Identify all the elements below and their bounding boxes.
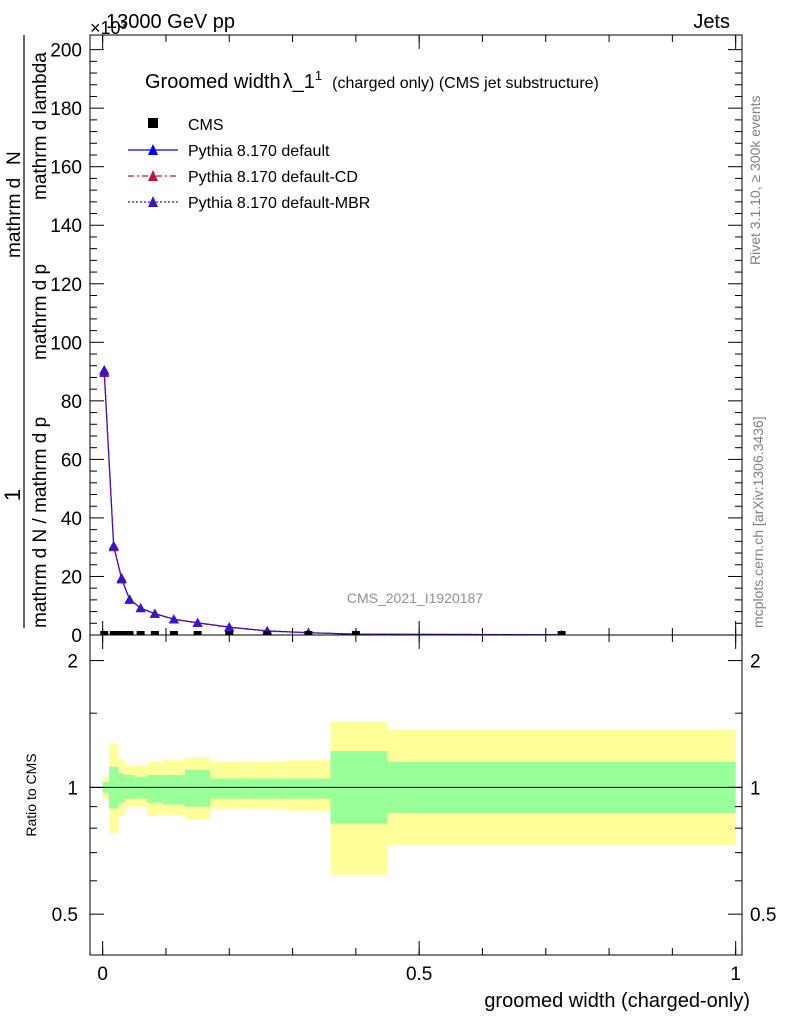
- ratio-stat-uncertainty-band: [124, 774, 135, 799]
- legend-marker-cms: [148, 118, 158, 128]
- ratio-stat-uncertainty-band: [184, 769, 211, 807]
- analysis-watermark: CMS_2021_I1920187: [347, 590, 483, 606]
- ratio-ytick-label-right: 1: [750, 778, 761, 799]
- main-ytick-label: 20: [61, 567, 82, 588]
- series-line-default: [103, 370, 562, 635]
- cms-data-point: [109, 630, 118, 635]
- main-ytick-label: 60: [61, 450, 82, 471]
- ratio-stat-uncertainty-band: [248, 778, 287, 799]
- y-scale-exponent: ×10³: [90, 18, 127, 38]
- ratio-stat-uncertainty-band: [286, 778, 331, 799]
- series-line-default-cd: [103, 372, 562, 635]
- series-point: [116, 573, 127, 583]
- cms-data-point: [136, 630, 145, 635]
- series-line-default-mbr: [103, 371, 562, 635]
- cms-data-point: [150, 630, 159, 635]
- rivet-label: Rivet 3.1.10, ≥ 300k events: [747, 95, 763, 265]
- legend-label: Pythia 8.170 default: [188, 143, 330, 160]
- legend-label: Pythia 8.170 default-CD: [188, 169, 358, 186]
- ratio-ytick-label: 0.5: [52, 905, 78, 926]
- ratio-ytick-label: 2: [67, 652, 78, 673]
- ratio-xtick-label: 0: [97, 964, 108, 985]
- main-y-axis-label: 1 mathrm d N / mathrm d p mathrm d p mat…: [0, 35, 51, 628]
- ratio-stat-uncertainty-band: [146, 774, 163, 803]
- series-point: [168, 614, 179, 624]
- legend-marker-triangle: [148, 170, 158, 181]
- cms-data-point: [225, 630, 234, 635]
- main-ytick-label: 0: [71, 626, 82, 647]
- ratio-stat-uncertainty-band: [118, 773, 125, 803]
- ylabel-top-n: N: [4, 151, 25, 165]
- cms-data-point: [263, 630, 272, 635]
- legend-marker-triangle: [148, 144, 158, 155]
- cms-data-point: [125, 630, 134, 635]
- ylabel-denominator-main: mathrm d N / mathrm d p: [30, 417, 51, 628]
- ratio-xtick-label: 1: [730, 964, 741, 985]
- legend-label: CMS: [188, 117, 224, 134]
- ylabel-denominator-dlambda: mathrm d lambda: [30, 52, 51, 200]
- ratio-stat-uncertainty-band: [162, 774, 185, 805]
- cms-data-point: [117, 630, 126, 635]
- series-point: [192, 617, 203, 627]
- ylabel-denominator-dp: mathrm d p: [30, 264, 51, 360]
- ratio-ytick-label: 1: [67, 778, 78, 799]
- main-ytick-label: 180: [50, 99, 82, 120]
- main-ytick-label: 100: [50, 333, 82, 354]
- cms-data-point: [351, 630, 360, 635]
- ratio-y-axis-label: Ratio to CMS: [23, 753, 39, 836]
- x-axis-label: groomed width (charged-only): [484, 990, 750, 1012]
- cms-data-point: [304, 630, 313, 635]
- ylabel-top-d: mathrm d: [4, 178, 25, 258]
- cms-data-point: [100, 630, 109, 635]
- main-ytick-label: 80: [61, 392, 82, 413]
- ratio-plot-frame: [89, 634, 743, 956]
- main-ytick-label: 40: [61, 509, 82, 530]
- ratio-ytick-label-right: 2: [750, 652, 761, 673]
- legend-label: Pythia 8.170 default-MBR: [188, 195, 370, 212]
- series-point: [224, 622, 235, 632]
- main-ytick-label: 160: [50, 158, 82, 179]
- ylabel-numerator: 1: [0, 489, 25, 501]
- cms-data-point: [557, 630, 566, 635]
- series-point: [108, 541, 119, 551]
- main-ytick-label: 140: [50, 216, 82, 237]
- main-ytick-label: 120: [50, 275, 82, 296]
- ratio-ytick-label-right: 0.5: [750, 905, 776, 926]
- header-energy: 13000 GeV pp: [106, 11, 235, 33]
- series-point: [99, 366, 110, 376]
- chart-title: Groomed width λ_11 (charged only) (CMS jet…: [145, 68, 599, 93]
- cms-data-point: [169, 630, 178, 635]
- main-ytick-label: 200: [50, 41, 82, 62]
- header-process: Jets: [693, 11, 730, 33]
- ratio-stat-uncertainty-band: [210, 778, 249, 799]
- legend: CMS Pythia 8.170 default Pythia 8.170 defa…: [128, 117, 370, 212]
- legend-marker-triangle: [148, 196, 158, 207]
- mcplots-label: mcplots.cern.ch [arXiv:1306.3436]: [750, 416, 766, 628]
- cms-data-point: [193, 630, 202, 635]
- series-point: [135, 603, 146, 613]
- series-point: [124, 594, 135, 604]
- ratio-xtick-label: 0.5: [406, 964, 432, 985]
- series-point: [149, 608, 160, 618]
